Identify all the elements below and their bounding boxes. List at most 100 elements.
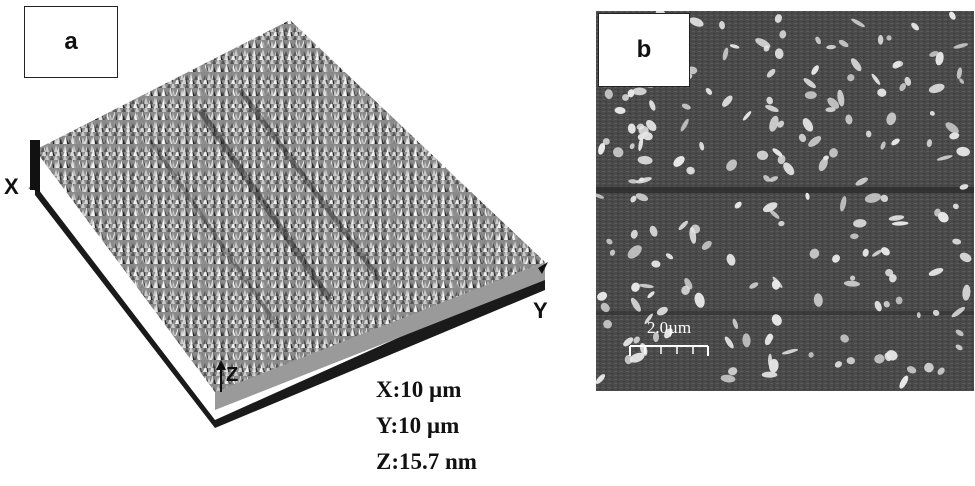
surface-grain [644, 313, 653, 325]
afm-3d-surface [28, 20, 548, 428]
surface-grain [777, 120, 785, 128]
surface-grain [673, 155, 685, 167]
surface-grain [722, 95, 733, 107]
scale-bar-line [629, 345, 709, 356]
surface-grain [850, 233, 859, 240]
surface-grain [843, 280, 860, 287]
surface-grain [834, 361, 843, 368]
surface-grain [720, 374, 736, 383]
surface-grain [811, 65, 819, 75]
surface-grain [949, 11, 956, 20]
surface-grain [825, 107, 836, 113]
surface-grain [832, 254, 840, 263]
z-axis-label: Z [226, 364, 239, 386]
surface-grain [686, 166, 695, 175]
surface-grain [609, 249, 616, 256]
dimension-y: Y:10 µm [376, 413, 460, 438]
surface-grain [916, 312, 921, 319]
surface-grain [604, 89, 613, 99]
surface-grain [802, 118, 814, 132]
surface-grain [603, 319, 612, 329]
surface-grain [808, 352, 814, 358]
surface-grain [808, 136, 822, 147]
surface-grain [937, 211, 949, 223]
surface-grain [726, 253, 736, 266]
scale-bar: 2.0µm [628, 318, 710, 366]
surface-grain [690, 224, 701, 234]
surface-grain [864, 193, 881, 203]
surface-grain [888, 215, 905, 221]
surface-grain [891, 221, 909, 226]
y-axis-label: Y [533, 298, 548, 323]
surface-grain [955, 329, 964, 337]
surface-grain [719, 21, 725, 30]
surface-grain [883, 301, 890, 308]
surface-grain [596, 374, 606, 384]
surface-grain [596, 193, 605, 199]
surface-grain [778, 220, 785, 227]
surface-grain [871, 249, 883, 257]
surface-grain [649, 100, 656, 111]
surface-grain [651, 260, 661, 268]
surface-grain [826, 44, 836, 50]
surface-grain [813, 293, 823, 307]
surface-grain [630, 229, 638, 239]
surface-grain [694, 292, 705, 308]
surface-grain [959, 252, 972, 263]
surface-grain [638, 177, 645, 182]
surface-grain [665, 253, 674, 260]
surface-grain [652, 331, 660, 343]
surface-grain [681, 103, 691, 110]
surface-grain [956, 146, 970, 157]
surface-grain [729, 44, 740, 49]
surface-grain [929, 110, 935, 116]
surface-grain [779, 30, 787, 39]
surface-grain [637, 155, 653, 165]
surface-grain [880, 141, 886, 150]
surface-grain [838, 39, 849, 48]
surface-grain [877, 34, 884, 45]
surface-grain [959, 184, 969, 190]
surface-grain [728, 367, 738, 376]
surface-grain [853, 219, 867, 228]
surface-grain [847, 74, 855, 82]
surface-grain [724, 336, 734, 349]
surface-grain [629, 143, 635, 150]
surface-grain [762, 202, 778, 213]
surface-grain [929, 51, 939, 57]
surface-grain [638, 283, 654, 289]
dimension-z: Z:15.7 nm [376, 449, 477, 474]
surface-grain [877, 88, 887, 97]
surface-grain [627, 123, 636, 134]
surface-grain [622, 94, 629, 101]
surface-grain [845, 114, 853, 125]
surface-grain [755, 38, 771, 49]
surface-grain [840, 334, 849, 343]
surface-grain [935, 51, 944, 66]
surface-grain [949, 132, 960, 140]
surface-grain [815, 36, 821, 45]
surface-grain [823, 155, 829, 161]
surface-grain [678, 220, 689, 230]
surface-grain [645, 119, 657, 132]
surface-grain [647, 291, 655, 299]
panel-label-b: b [598, 13, 690, 87]
surface-grain [699, 141, 705, 151]
surface-grain [766, 96, 773, 105]
surface-grain [798, 133, 807, 143]
surface-grain [777, 154, 786, 165]
surface-grain [937, 367, 945, 375]
surface-grain [742, 111, 752, 121]
surface-grain [701, 240, 712, 250]
surface-grain [774, 14, 782, 23]
surface-grain [874, 354, 885, 364]
surface-grain [886, 35, 892, 41]
surface-grain [629, 352, 645, 363]
surface-grain [664, 328, 673, 339]
surface-grain [767, 333, 774, 341]
surface-grain [742, 333, 751, 348]
scale-bar-label: 2.0µm [646, 318, 692, 337]
surface-grain [769, 176, 779, 182]
surface-grain [722, 47, 729, 61]
surface-grain [734, 201, 742, 209]
